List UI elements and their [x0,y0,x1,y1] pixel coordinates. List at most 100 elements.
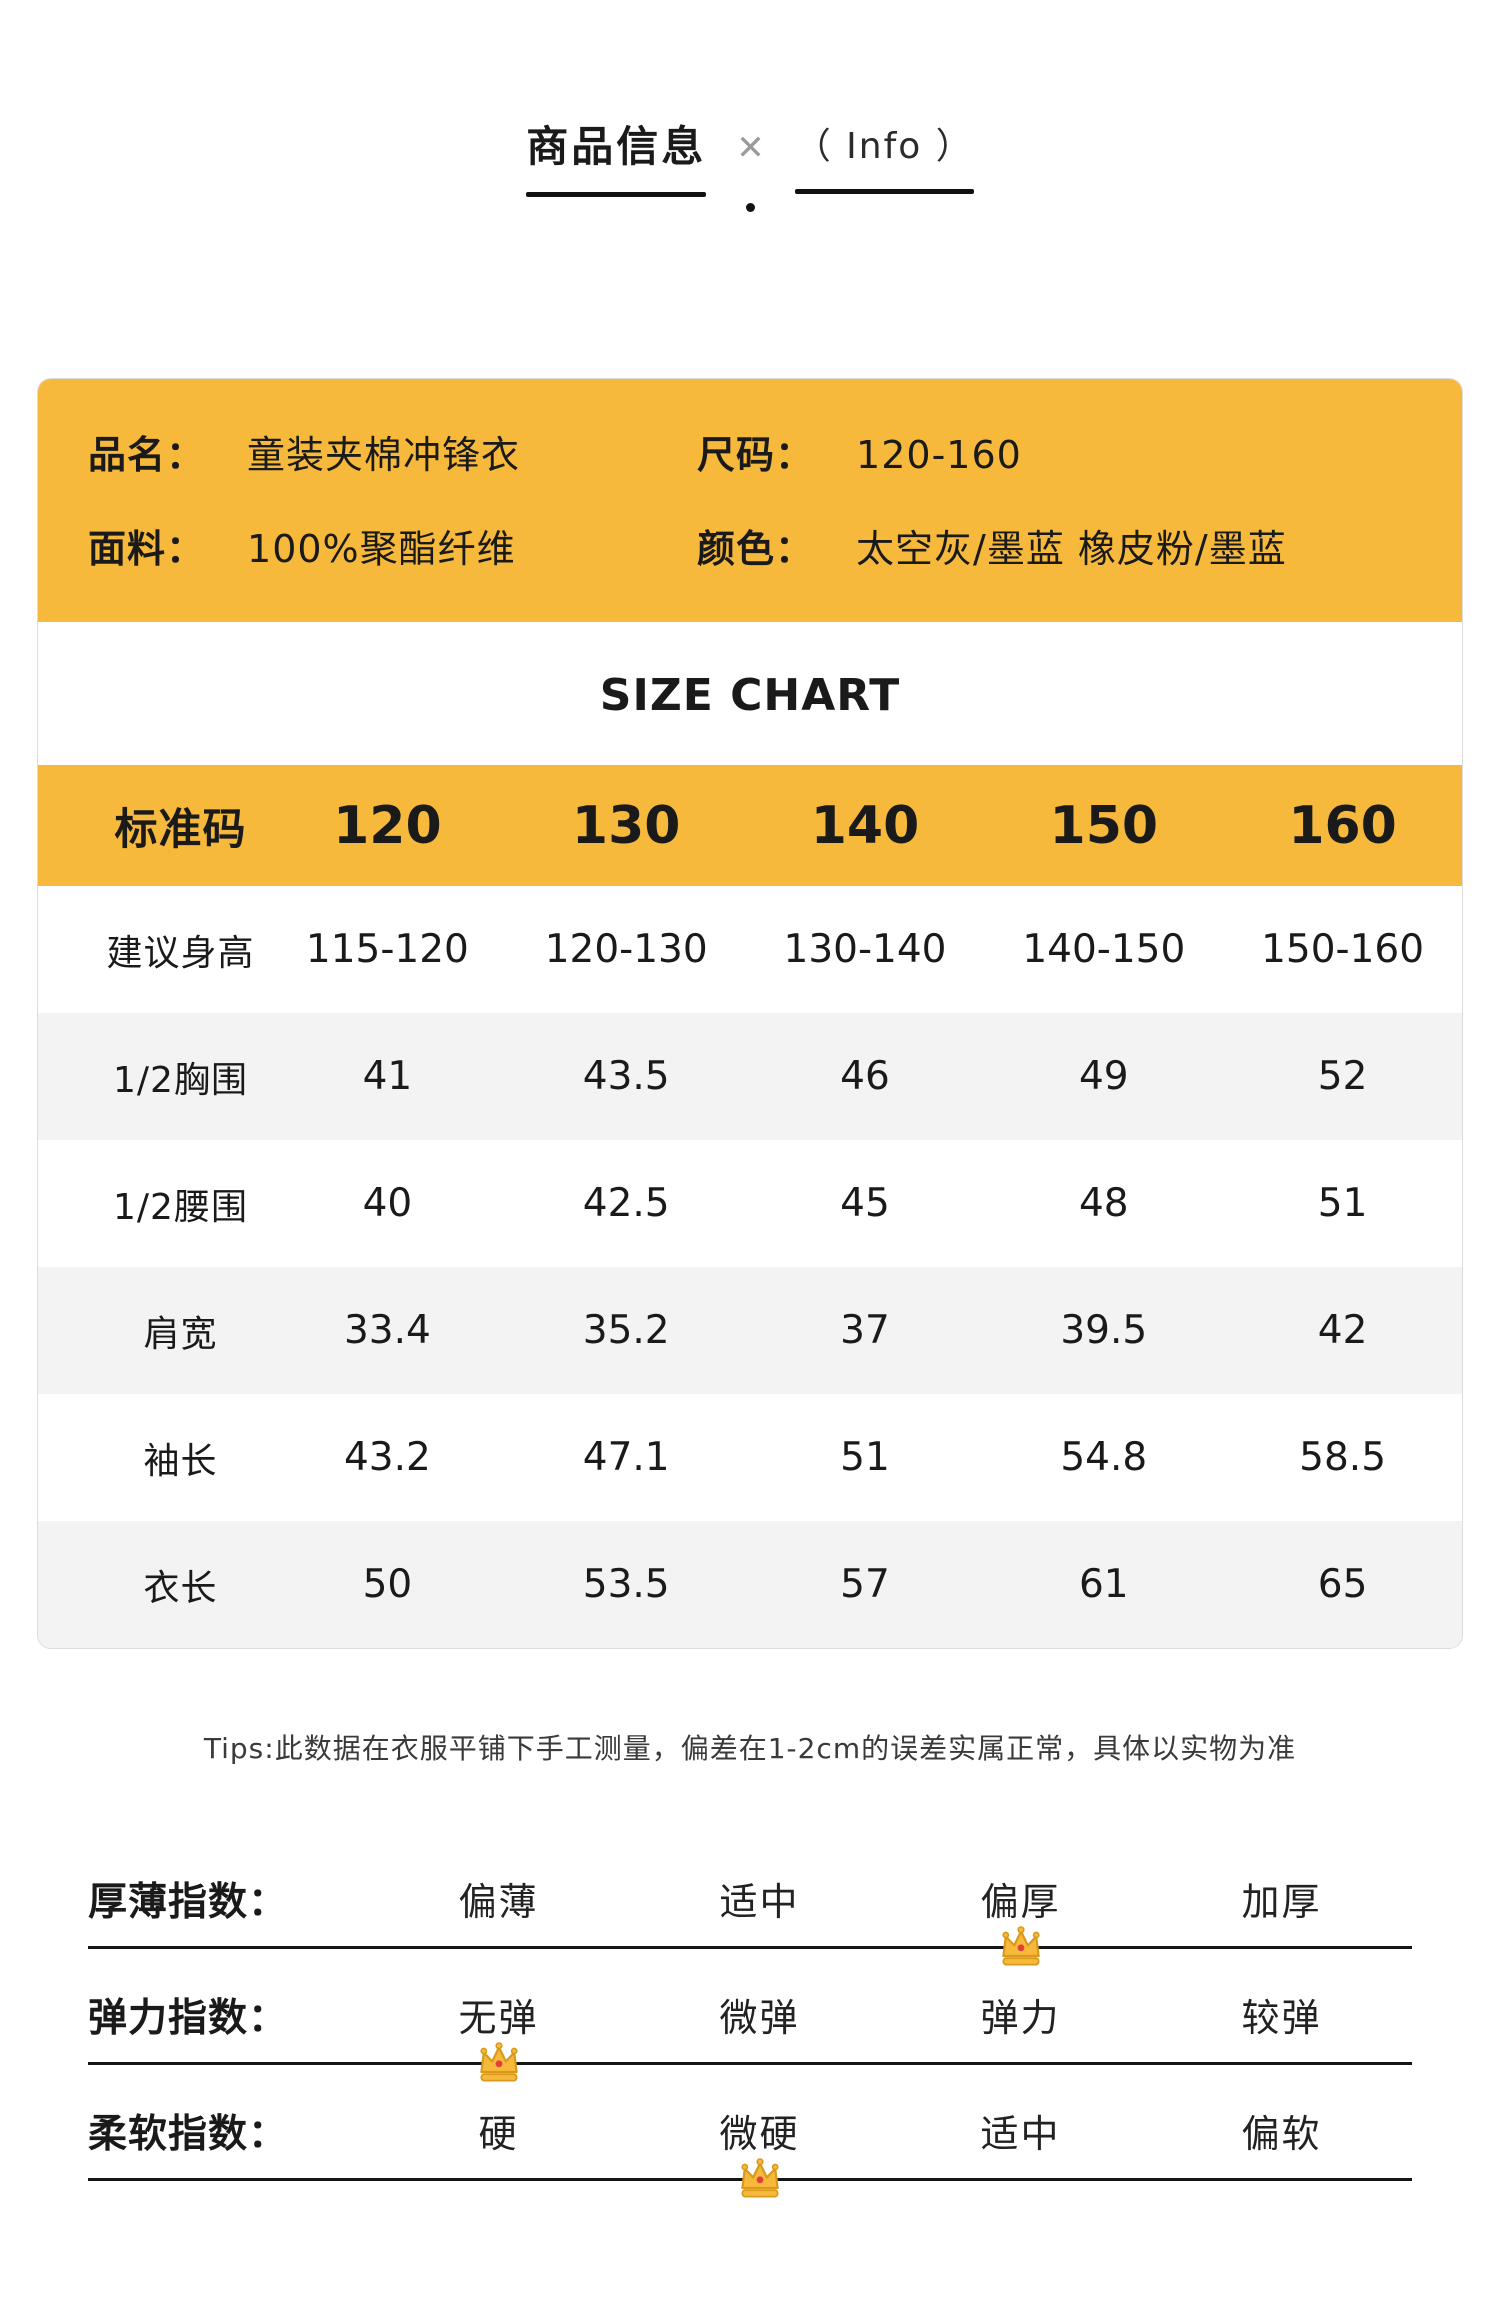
cell-value: 46 [840,1054,890,1100]
page-header: 商品信息 ✕ （ Info ） [0,0,1500,212]
option-label: 偏软 [1241,2112,1322,2157]
crown-icon [1001,1926,1040,1966]
size-column-header: 160 [1288,795,1397,856]
cell-value: 39.5 [1060,1308,1148,1354]
thickness-option: 加厚 [1151,1851,1412,1946]
size-range-row: 尺码： 120-160 [697,433,1412,479]
cell-value: 150-160 [1261,927,1425,973]
elasticity-option: 微弹 [629,1967,890,2062]
cell-value: 48 [1078,1181,1129,1227]
row-label: 1/2腰围 [113,1186,248,1228]
cell-value: 41 [362,1054,413,1100]
row-label: 建议身高 [106,932,255,974]
page-title: 商品信息 [526,122,707,171]
crown-icon [479,2042,518,2082]
cell-value: 43.2 [343,1435,431,1481]
fabric-label: 面料： [88,526,206,571]
title-underline [526,192,707,197]
size-chart-card: 品名： 童装夹棉冲锋衣 尺码： 120-160 面料： 100%聚酯纤维 颜色：… [37,378,1463,1650]
option-label: 偏厚 [980,1880,1061,1925]
separator-dot-icon [745,203,755,212]
product-name-value: 童装夹棉冲锋衣 [247,433,521,477]
cell-value: 43.5 [582,1054,670,1100]
elasticity-index-row: 弹力指数： 无弹 微弹 弹力 较弹 [88,1967,1412,2082]
product-info-panel: 品名： 童装夹棉冲锋衣 尺码： 120-160 面料： 100%聚酯纤维 颜色：… [38,379,1462,623]
softness-option: 微硬 [629,2083,890,2198]
option-label: 加厚 [1241,1880,1322,1925]
cell-value: 35.2 [582,1308,670,1354]
measurement-tips: Tips:此数据在衣服平铺下手工测量，偏差在1-2cm的误差实属正常，具体以实物… [203,1732,1297,1766]
thickness-option: 偏厚 [890,1851,1151,1966]
x-separator-icon: ✕ [736,128,765,168]
cell-value: 52 [1317,1054,1368,1100]
cell-value: 47.1 [582,1435,670,1481]
cell-value: 65 [1317,1562,1368,1608]
cell-value: 140-150 [1022,927,1186,973]
size-chart-header-row: 标准码 120 130 140 150 160 [38,765,1462,887]
cell-value: 42.5 [582,1181,670,1227]
table-row-shoulder: 肩宽 33.4 35.2 37 39.5 42 [38,1267,1462,1395]
cell-value: 37 [840,1308,890,1354]
table-row-half-waist: 1/2腰围 40 42.5 45 48 51 [38,1140,1462,1268]
size-range-value: 120-160 [856,433,1022,477]
cell-value: 120-130 [544,927,708,973]
table-row-sleeve: 袖长 43.2 47.1 51 54.8 58.5 [38,1394,1462,1522]
row-label: 1/2胸围 [113,1059,248,1101]
elasticity-option: 弹力 [890,1967,1151,2062]
softness-option: 硬 [368,2083,629,2178]
thickness-option: 适中 [629,1851,890,1946]
size-header-label: 标准码 [114,804,247,855]
cell-value: 53.5 [582,1562,670,1608]
option-label: 适中 [719,1880,800,1925]
attribute-index-panel: 厚薄指数： 偏薄 适中 偏厚 加厚 弹力指数： 无弹 微弹 弹力 较弹 柔软指数… [88,1851,1412,2198]
cell-value: 51 [1317,1181,1368,1227]
thickness-index-row: 厚薄指数： 偏薄 适中 偏厚 加厚 [88,1851,1412,1966]
size-column-header: 120 [333,795,442,856]
option-label: 适中 [980,2112,1061,2157]
cell-value: 33.4 [343,1308,431,1354]
cell-value: 57 [840,1562,890,1608]
product-info-page: 商品信息 ✕ （ Info ） 品名： 童装夹棉冲锋衣 尺码： 120-160 … [0,0,1500,2198]
option-label: 硬 [478,2112,519,2157]
cell-value: 50 [362,1562,413,1608]
option-label: 微硬 [719,2112,800,2157]
option-label: 偏薄 [458,1880,539,1925]
color-row: 颜色： 太空灰/墨蓝 橡皮粉/墨蓝 [697,527,1412,573]
title-separator-block: ✕ [736,126,765,212]
cell-value: 115-120 [305,927,469,973]
size-column-header: 150 [1049,795,1159,856]
table-row-height: 建议身高 115-120 120-130 130-140 140-150 150… [38,886,1462,1014]
title-block-cn: 商品信息 [526,122,707,197]
size-chart-title: SIZE CHART [38,622,1462,766]
softness-index-label: 柔软指数： [88,2111,289,2157]
product-name-label: 品名： [88,433,206,477]
subtitle-underline [794,189,974,194]
cell-value: 40 [362,1181,413,1227]
cell-value: 45 [840,1181,890,1227]
option-label: 无弹 [458,1996,539,2041]
fabric-value: 100%聚酯纤维 [247,526,516,571]
size-column-header: 140 [810,795,920,856]
title-block-en: （ Info ） [794,126,974,194]
cell-value: 51 [840,1435,890,1481]
softness-option: 适中 [890,2083,1151,2178]
row-label: 肩宽 [143,1313,218,1355]
elasticity-option: 无弹 [368,1967,629,2082]
product-name-row: 品名： 童装夹棉冲锋衣 [88,433,697,479]
cell-value: 54.8 [1060,1435,1148,1481]
cell-value: 42 [1317,1308,1368,1354]
thickness-index-label: 厚薄指数： [88,1879,289,1925]
table-row-length: 衣长 50 53.5 57 61 65 [38,1521,1462,1649]
elasticity-index-label: 弹力指数： [88,1995,289,2041]
color-label: 颜色： [697,526,815,571]
option-label: 较弹 [1241,1996,1322,2041]
softness-index-row: 柔软指数： 硬 微硬 适中 偏软 [88,2083,1412,2198]
softness-option: 偏软 [1151,2083,1412,2178]
elasticity-option: 较弹 [1151,1967,1412,2062]
cell-value: 61 [1078,1562,1129,1608]
option-label: 微弹 [719,1996,800,2041]
cell-value: 130-140 [783,927,947,973]
color-value: 太空灰/墨蓝 橡皮粉/墨蓝 [856,526,1287,571]
row-label: 袖长 [143,1440,218,1482]
page-subtitle: （ Info ） [794,126,974,167]
